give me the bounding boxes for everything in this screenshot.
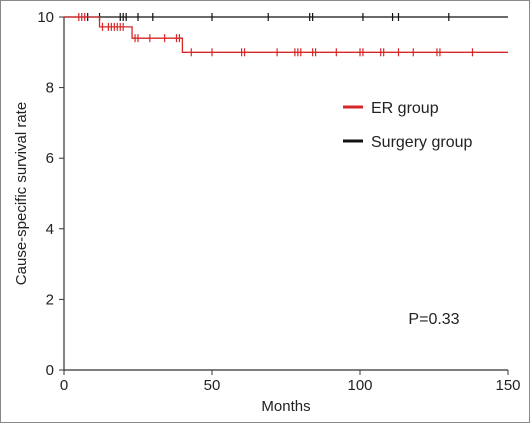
y-tick-label: 10 [37, 9, 54, 26]
survival-curve [64, 16, 508, 53]
series-layer [64, 13, 508, 57]
legend-label: ER group [371, 100, 439, 117]
series-er-group [64, 13, 508, 57]
y-axis-title: Cause-specific survival rate [13, 102, 30, 285]
x-tick-label: 100 [347, 377, 372, 394]
x-tick-label: 50 [204, 377, 221, 394]
legend-label: Surgery group [371, 134, 472, 151]
p-value-annotation: P=0.33 [408, 311, 459, 328]
y-tick-label: 2 [46, 291, 54, 308]
series-surgery-group [64, 13, 508, 21]
y-tick-label: 8 [46, 80, 54, 97]
x-tick-label: 150 [495, 377, 520, 394]
y-tick-label: 6 [46, 150, 54, 167]
y-tick-label: 4 [46, 221, 54, 238]
x-axis-title: Months [261, 398, 310, 415]
x-tick-label: 0 [60, 377, 68, 394]
legend: ER group Surgery group [343, 100, 472, 151]
y-tick-label: 0 [46, 362, 54, 379]
